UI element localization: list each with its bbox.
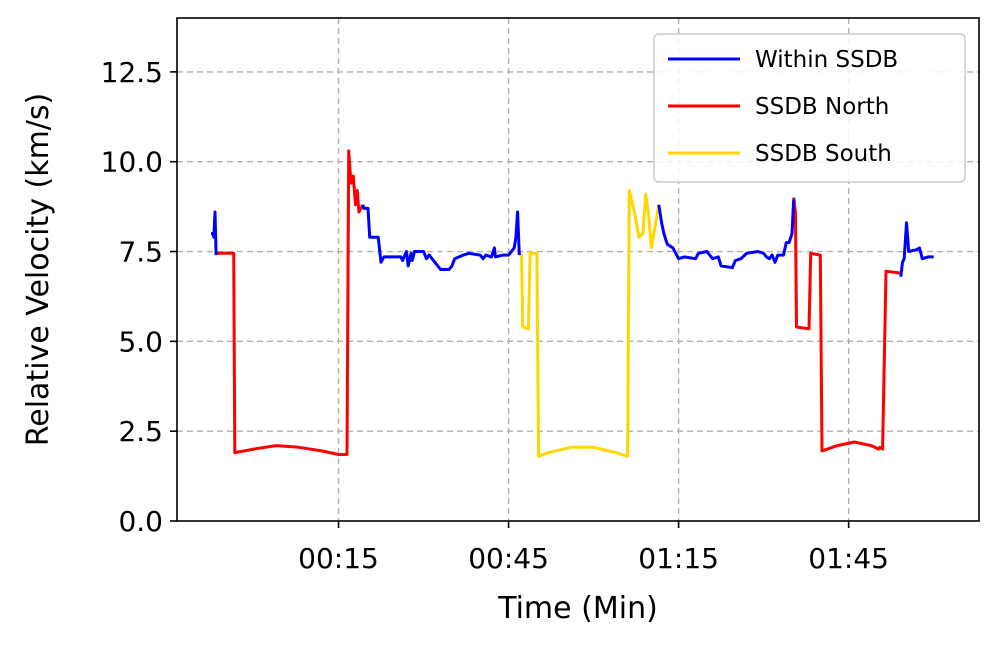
series-line-within-ssdb bbox=[899, 221, 934, 277]
y-axis-title: Relative Velocity (km/s) bbox=[21, 93, 56, 446]
y-tick-label: 7.5 bbox=[118, 236, 163, 269]
series-line-ssdb-north bbox=[792, 197, 901, 453]
legend-box bbox=[653, 33, 966, 183]
series-line-within-ssdb bbox=[657, 199, 796, 270]
y-axis: 0.0 2.5 5.0 7.5 10.0 12.5 bbox=[101, 56, 177, 538]
legend: Within SSDB SSDB North SSDB South bbox=[653, 33, 966, 183]
series-line-ssdb-south bbox=[519, 189, 661, 458]
y-tick-label: 0.0 bbox=[118, 505, 163, 538]
legend-label-ssdb-north: SSDB North bbox=[755, 94, 889, 120]
series-line-within-ssdb bbox=[361, 204, 521, 271]
x-tick-label: 01:15 bbox=[638, 542, 719, 575]
y-tick-label: 10.0 bbox=[101, 146, 163, 179]
y-tick-label: 12.5 bbox=[101, 56, 163, 89]
series-line-within-ssdb bbox=[211, 210, 218, 256]
x-tick-label: 00:15 bbox=[298, 542, 379, 575]
series-line-ssdb-north bbox=[216, 149, 365, 456]
y-tick-label: 5.0 bbox=[118, 325, 163, 358]
x-axis-title: Time (Min) bbox=[497, 591, 658, 626]
x-tick-label: 00:45 bbox=[468, 542, 549, 575]
y-tick-label: 2.5 bbox=[118, 415, 163, 448]
plot-frame bbox=[176, 17, 980, 522]
series-layer bbox=[211, 149, 934, 458]
x-tick-label: 01:45 bbox=[808, 542, 889, 575]
x-axis: 00:15 00:45 01:15 01:45 bbox=[298, 521, 889, 575]
legend-label-ssdb-south: SSDB South bbox=[755, 141, 892, 167]
legend-label-within-ssdb: Within SSDB bbox=[755, 47, 898, 73]
